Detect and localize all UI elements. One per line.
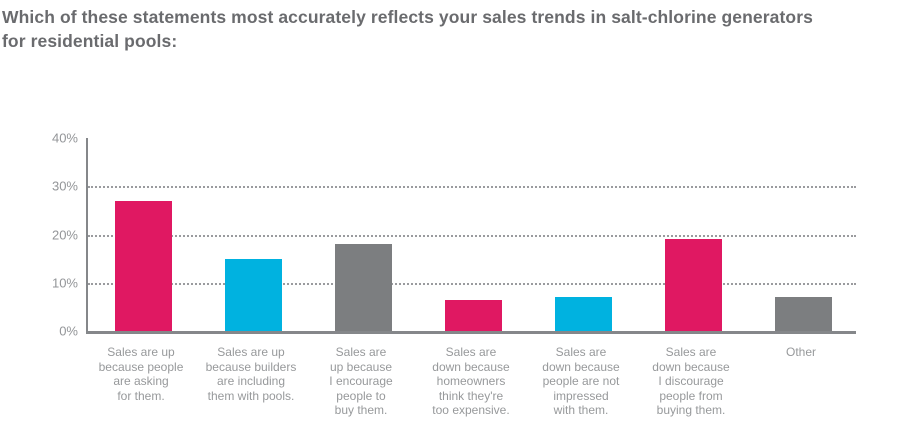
x-axis-label-line: are including xyxy=(216,374,286,388)
x-axis-label-6: Sales are down because I discourage people … xyxy=(636,345,746,418)
x-axis-label-line: homeowners xyxy=(436,374,506,388)
x-axis-label-line: Sales are xyxy=(555,345,607,359)
bar-2 xyxy=(224,258,282,331)
x-axis-label-line: down because xyxy=(432,359,510,374)
x-axis-label-line: people are not xyxy=(542,374,620,388)
y-tick-label-40: 40% xyxy=(51,130,78,146)
bar-5 xyxy=(554,297,612,331)
bar-3 xyxy=(334,244,392,331)
gridline-10pct xyxy=(88,282,856,285)
x-axis-label-line: down because xyxy=(652,359,730,374)
x-axis-label-line: too expensive. xyxy=(432,403,510,417)
x-axis-label-line: Other xyxy=(785,345,816,359)
x-axis-label-line: Sales are xyxy=(335,345,387,359)
x-axis-category-labels: Sales are up because people are asking for … xyxy=(86,345,856,418)
gridline-30pct xyxy=(88,186,856,189)
x-axis-label-line: because people xyxy=(98,359,184,374)
x-axis-label-line: up because xyxy=(329,359,393,374)
bar-4 xyxy=(444,300,502,331)
x-axis-label-line: buying them. xyxy=(656,403,726,417)
x-axis-label-line: Sales are up xyxy=(107,345,175,359)
x-axis-label-line: down because xyxy=(542,359,620,374)
x-axis-label-line: I discourage xyxy=(658,374,724,388)
chart-question-title: Which of these statements most accuratel… xyxy=(2,5,892,53)
x-axis-label-line: Sales are xyxy=(445,345,497,359)
x-axis-label-1: Sales are up because people are asking for … xyxy=(86,345,196,418)
x-axis-label-line: buy them. xyxy=(334,403,388,417)
x-axis-label-line: are asking xyxy=(113,374,169,388)
x-axis-label-line: Sales are up xyxy=(217,345,285,359)
x-axis-label-3: Sales are up because I encourage people to b… xyxy=(306,345,416,418)
gridline-20pct xyxy=(88,234,856,237)
x-axis-label-line: people from xyxy=(659,388,723,403)
x-axis-label-line: Sales are xyxy=(665,345,717,359)
x-axis-label-line: think they're xyxy=(438,388,504,403)
bar-6 xyxy=(664,239,722,331)
x-axis-label-line: with them. xyxy=(553,403,609,417)
y-tick-label-30: 30% xyxy=(51,178,78,194)
x-axis-label-7: Other xyxy=(746,345,856,418)
chart-question-title-line1: Which of these statements most accuratel… xyxy=(2,7,813,27)
x-axis-label-4: Sales are down because homeowners think the… xyxy=(416,345,526,418)
x-axis-label-line: for them. xyxy=(117,388,165,403)
x-axis-label-line: impressed xyxy=(553,388,609,403)
chart-question-title-line2: for residential pools: xyxy=(2,31,178,51)
x-axis-label-2: Sales are up because builders are includin… xyxy=(196,345,306,418)
x-axis-label-line: them with pools. xyxy=(207,388,295,403)
bar-7 xyxy=(774,297,832,331)
plot-area xyxy=(86,138,856,334)
x-axis-label-line: people to xyxy=(336,388,386,403)
bar-1 xyxy=(114,200,172,331)
x-axis-label-line: because builders xyxy=(205,359,297,374)
y-tick-label-20: 20% xyxy=(51,227,78,242)
x-axis-label-5: Sales are down because people are not impre… xyxy=(526,345,636,418)
y-tick-label-0: 0% xyxy=(59,323,78,339)
x-axis-label-line: I encourage xyxy=(329,374,393,388)
y-tick-label-10: 10% xyxy=(51,275,78,291)
